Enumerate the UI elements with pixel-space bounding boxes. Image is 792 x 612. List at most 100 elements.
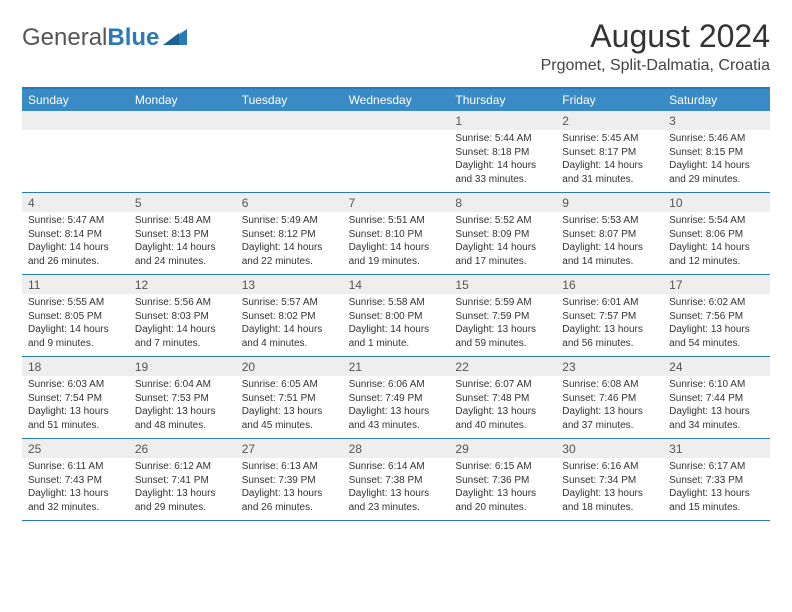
sunset-text: Sunset: 7:36 PM: [455, 474, 550, 488]
day-details: [129, 130, 236, 192]
sunrise-text: Sunrise: 6:14 AM: [349, 460, 444, 474]
title-block: August 2024 Prgomet, Split-Dalmatia, Cro…: [541, 18, 770, 75]
sunrise-text: Sunrise: 6:12 AM: [135, 460, 230, 474]
sunrise-text: Sunrise: 5:51 AM: [349, 214, 444, 228]
daylight-text: Daylight: 13 hours and 48 minutes.: [135, 405, 230, 432]
sunset-text: Sunset: 7:48 PM: [455, 392, 550, 406]
day-details: Sunrise: 5:52 AMSunset: 8:09 PMDaylight:…: [449, 212, 556, 274]
day-number: 19: [129, 357, 236, 376]
daylight-text: Daylight: 14 hours and 24 minutes.: [135, 241, 230, 268]
sunset-text: Sunset: 8:17 PM: [562, 146, 657, 160]
sunrise-text: Sunrise: 6:06 AM: [349, 378, 444, 392]
detail-row: Sunrise: 5:47 AMSunset: 8:14 PMDaylight:…: [22, 212, 770, 275]
daylight-text: Daylight: 14 hours and 22 minutes.: [242, 241, 337, 268]
sunrise-text: Sunrise: 5:47 AM: [28, 214, 123, 228]
day-number: 13: [236, 275, 343, 294]
detail-row: Sunrise: 5:44 AMSunset: 8:18 PMDaylight:…: [22, 130, 770, 193]
day-details: Sunrise: 6:14 AMSunset: 7:38 PMDaylight:…: [343, 458, 450, 520]
sunset-text: Sunset: 7:57 PM: [562, 310, 657, 324]
sunset-text: Sunset: 7:33 PM: [669, 474, 764, 488]
day-details: Sunrise: 6:13 AMSunset: 7:39 PMDaylight:…: [236, 458, 343, 520]
day-details: Sunrise: 5:55 AMSunset: 8:05 PMDaylight:…: [22, 294, 129, 356]
day-details: Sunrise: 5:47 AMSunset: 8:14 PMDaylight:…: [22, 212, 129, 274]
sunset-text: Sunset: 8:03 PM: [135, 310, 230, 324]
day-details: Sunrise: 5:45 AMSunset: 8:17 PMDaylight:…: [556, 130, 663, 192]
daynum-row: 123: [22, 111, 770, 130]
day-details: Sunrise: 5:54 AMSunset: 8:06 PMDaylight:…: [663, 212, 770, 274]
day-number: 22: [449, 357, 556, 376]
day-details: Sunrise: 5:53 AMSunset: 8:07 PMDaylight:…: [556, 212, 663, 274]
detail-row: Sunrise: 6:03 AMSunset: 7:54 PMDaylight:…: [22, 376, 770, 439]
sunset-text: Sunset: 8:12 PM: [242, 228, 337, 242]
daylight-text: Daylight: 14 hours and 17 minutes.: [455, 241, 550, 268]
day-details: Sunrise: 6:02 AMSunset: 7:56 PMDaylight:…: [663, 294, 770, 356]
day-details: [343, 130, 450, 192]
daylight-text: Daylight: 14 hours and 1 minute.: [349, 323, 444, 350]
day-details: Sunrise: 6:12 AMSunset: 7:41 PMDaylight:…: [129, 458, 236, 520]
daylight-text: Daylight: 14 hours and 12 minutes.: [669, 241, 764, 268]
daylight-text: Daylight: 13 hours and 18 minutes.: [562, 487, 657, 514]
sunrise-text: Sunrise: 6:03 AM: [28, 378, 123, 392]
day-number: 12: [129, 275, 236, 294]
day-number: 4: [22, 193, 129, 212]
day-number: 5: [129, 193, 236, 212]
daylight-text: Daylight: 14 hours and 29 minutes.: [669, 159, 764, 186]
day-details: Sunrise: 5:44 AMSunset: 8:18 PMDaylight:…: [449, 130, 556, 192]
day-number: 30: [556, 439, 663, 458]
daylight-text: Daylight: 13 hours and 51 minutes.: [28, 405, 123, 432]
sunrise-text: Sunrise: 6:15 AM: [455, 460, 550, 474]
day-details: Sunrise: 5:57 AMSunset: 8:02 PMDaylight:…: [236, 294, 343, 356]
daylight-text: Daylight: 13 hours and 29 minutes.: [135, 487, 230, 514]
sunset-text: Sunset: 8:06 PM: [669, 228, 764, 242]
daylight-text: Daylight: 14 hours and 7 minutes.: [135, 323, 230, 350]
day-number: [343, 111, 450, 130]
sunset-text: Sunset: 8:07 PM: [562, 228, 657, 242]
day-details: Sunrise: 5:58 AMSunset: 8:00 PMDaylight:…: [343, 294, 450, 356]
weekday-cell: Thursday: [449, 89, 556, 111]
sunrise-text: Sunrise: 5:58 AM: [349, 296, 444, 310]
header: GeneralBlue August 2024 Prgomet, Split-D…: [22, 18, 770, 75]
weekday-cell: Sunday: [22, 89, 129, 111]
daylight-text: Daylight: 13 hours and 40 minutes.: [455, 405, 550, 432]
sunrise-text: Sunrise: 6:16 AM: [562, 460, 657, 474]
day-number: 16: [556, 275, 663, 294]
sunrise-text: Sunrise: 6:13 AM: [242, 460, 337, 474]
sunrise-text: Sunrise: 5:56 AM: [135, 296, 230, 310]
day-number: 24: [663, 357, 770, 376]
day-number: 6: [236, 193, 343, 212]
daylight-text: Daylight: 13 hours and 56 minutes.: [562, 323, 657, 350]
day-details: Sunrise: 5:49 AMSunset: 8:12 PMDaylight:…: [236, 212, 343, 274]
daylight-text: Daylight: 13 hours and 15 minutes.: [669, 487, 764, 514]
day-details: [236, 130, 343, 192]
sunset-text: Sunset: 8:05 PM: [28, 310, 123, 324]
day-details: Sunrise: 6:16 AMSunset: 7:34 PMDaylight:…: [556, 458, 663, 520]
daynum-row: 11121314151617: [22, 275, 770, 294]
day-details: [22, 130, 129, 192]
daylight-text: Daylight: 13 hours and 37 minutes.: [562, 405, 657, 432]
day-number: 14: [343, 275, 450, 294]
sunset-text: Sunset: 8:13 PM: [135, 228, 230, 242]
day-details: Sunrise: 5:46 AMSunset: 8:15 PMDaylight:…: [663, 130, 770, 192]
day-number: 25: [22, 439, 129, 458]
day-number: 7: [343, 193, 450, 212]
sunset-text: Sunset: 8:10 PM: [349, 228, 444, 242]
daylight-text: Daylight: 14 hours and 31 minutes.: [562, 159, 657, 186]
sunrise-text: Sunrise: 6:10 AM: [669, 378, 764, 392]
day-details: Sunrise: 6:01 AMSunset: 7:57 PMDaylight:…: [556, 294, 663, 356]
daylight-text: Daylight: 13 hours and 34 minutes.: [669, 405, 764, 432]
sunrise-text: Sunrise: 5:49 AM: [242, 214, 337, 228]
day-details: Sunrise: 6:06 AMSunset: 7:49 PMDaylight:…: [343, 376, 450, 438]
sunrise-text: Sunrise: 6:07 AM: [455, 378, 550, 392]
sunrise-text: Sunrise: 5:53 AM: [562, 214, 657, 228]
day-number: [129, 111, 236, 130]
day-number: 9: [556, 193, 663, 212]
day-number: 28: [343, 439, 450, 458]
weekday-row: Sunday Monday Tuesday Wednesday Thursday…: [22, 89, 770, 111]
day-details: Sunrise: 5:51 AMSunset: 8:10 PMDaylight:…: [343, 212, 450, 274]
day-number: 10: [663, 193, 770, 212]
day-details: Sunrise: 5:48 AMSunset: 8:13 PMDaylight:…: [129, 212, 236, 274]
sunset-text: Sunset: 7:41 PM: [135, 474, 230, 488]
daylight-text: Daylight: 13 hours and 32 minutes.: [28, 487, 123, 514]
sunset-text: Sunset: 8:00 PM: [349, 310, 444, 324]
sunset-text: Sunset: 7:51 PM: [242, 392, 337, 406]
